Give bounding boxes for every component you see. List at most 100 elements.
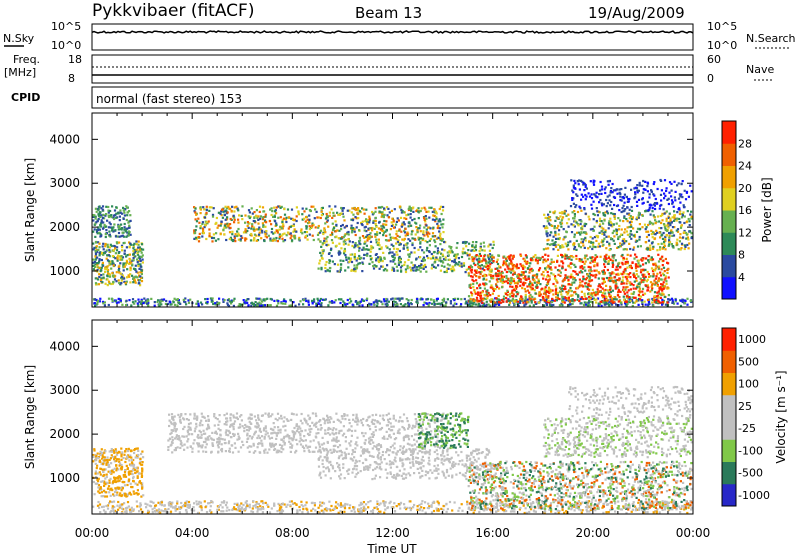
range-cell — [289, 304, 292, 307]
range-cell — [581, 280, 584, 283]
range-cell — [593, 264, 596, 267]
range-cell — [625, 282, 628, 285]
range-cell — [583, 301, 586, 304]
range-cell — [656, 215, 660, 218]
range-cell — [497, 277, 500, 281]
range-cell — [602, 279, 605, 282]
range-cell — [546, 270, 549, 274]
range-cell — [281, 219, 284, 222]
range-cell — [233, 297, 236, 300]
range-cell — [626, 206, 629, 209]
range-cell — [339, 237, 343, 240]
range-cell — [355, 259, 358, 262]
range-cell — [527, 262, 530, 265]
range-cell — [636, 240, 639, 243]
range-cell — [644, 262, 647, 265]
range-cell — [653, 279, 656, 282]
range-cell — [674, 218, 677, 221]
range-cell — [324, 222, 327, 225]
range-cell — [311, 299, 314, 302]
range-cell — [578, 179, 581, 182]
range-cell — [660, 242, 663, 245]
range-cell — [118, 219, 121, 222]
range-cell — [531, 287, 534, 290]
range-cell — [212, 236, 216, 240]
range-cell — [223, 299, 226, 302]
range-cell — [485, 263, 488, 266]
range-cell — [667, 298, 670, 301]
range-cell — [351, 241, 354, 244]
range-cell — [606, 202, 609, 205]
range-cell — [497, 274, 500, 277]
range-cell — [369, 255, 372, 258]
range-cell — [644, 284, 647, 287]
range-cell — [626, 279, 629, 282]
range-cell — [395, 238, 398, 241]
range-cell — [407, 253, 410, 256]
range-cell — [672, 246, 675, 249]
range-cell — [258, 233, 261, 236]
range-cell — [426, 297, 430, 301]
range-cell — [406, 248, 409, 251]
range-cell — [499, 279, 502, 282]
range-cell — [135, 248, 138, 251]
range-cell — [679, 221, 682, 224]
range-cell — [665, 219, 668, 223]
range-cell — [585, 195, 588, 198]
range-cell — [361, 304, 364, 307]
range-cell — [349, 253, 352, 256]
range-cell — [526, 289, 529, 292]
range-cell — [211, 213, 215, 216]
range-cell — [189, 298, 192, 301]
range-cell — [117, 269, 120, 272]
range-cell — [485, 274, 488, 277]
range-cell — [298, 236, 301, 239]
range-cell — [569, 289, 572, 292]
range-cell — [439, 303, 442, 306]
range-cell — [470, 275, 473, 278]
range-cell — [611, 271, 614, 274]
range-cell — [350, 260, 354, 264]
range-cell — [622, 270, 625, 273]
range-cell — [363, 248, 366, 251]
range-cell — [344, 242, 347, 245]
range-cell — [378, 244, 381, 247]
range-cell — [134, 264, 137, 267]
range-cell — [385, 234, 388, 237]
range-cell — [683, 302, 687, 305]
range-cell — [212, 233, 215, 236]
range-cell — [606, 299, 609, 302]
range-cell — [608, 223, 611, 226]
range-cell — [570, 179, 573, 182]
range-cell — [667, 222, 670, 225]
range-cell — [625, 240, 628, 243]
range-cell — [117, 265, 120, 268]
range-cell — [496, 262, 500, 266]
range-cell — [630, 220, 633, 223]
range-cell — [579, 207, 582, 210]
range-cell — [428, 206, 431, 209]
range-cell — [630, 292, 633, 295]
range-cell — [501, 286, 504, 289]
range-cell — [505, 263, 508, 266]
range-cell — [254, 301, 257, 304]
range-cell — [644, 180, 647, 183]
range-cell — [115, 212, 118, 215]
range-cell — [185, 303, 188, 306]
range-cell — [328, 261, 331, 265]
range-cell — [575, 257, 578, 260]
range-cell — [448, 245, 451, 248]
range-cell — [337, 213, 340, 216]
range-cell — [132, 245, 135, 248]
range-cell — [436, 226, 439, 230]
range-cell — [378, 231, 381, 235]
range-cell — [622, 238, 625, 241]
range-cell — [577, 231, 580, 234]
range-cell — [659, 301, 662, 304]
range-cell — [573, 220, 576, 223]
range-cell — [193, 229, 196, 232]
range-cell — [115, 271, 118, 274]
range-cell — [99, 224, 102, 227]
range-cell — [134, 275, 138, 278]
